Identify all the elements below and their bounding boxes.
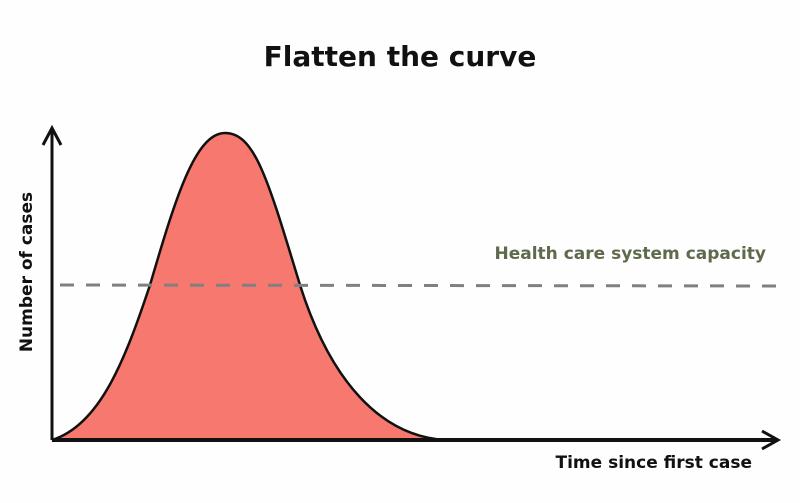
chart-title: Flatten the curve: [263, 40, 537, 73]
capacity-label: Health care system capacity: [494, 244, 767, 264]
y-axis-label: Number of cases: [17, 191, 37, 353]
x-axis-label: Time since first case: [555, 453, 752, 473]
y-axis-arrow: [41, 124, 63, 146]
x-axis-arrow: [761, 429, 782, 451]
axes: [41, 124, 782, 451]
capacity-line: [59, 283, 779, 288]
